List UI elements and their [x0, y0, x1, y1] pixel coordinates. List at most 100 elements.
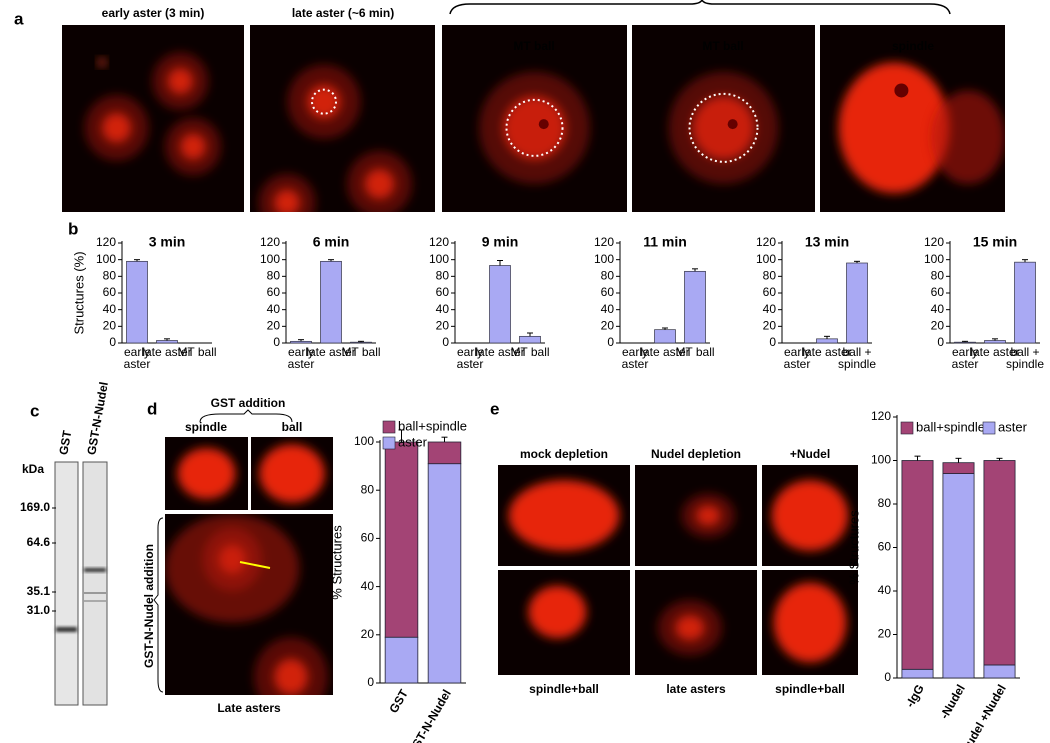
y-tick-label: 100 [924, 252, 944, 266]
y-tick-label: 120 [429, 235, 449, 249]
bar [519, 335, 541, 344]
y-tick-label: 20 [436, 319, 450, 333]
x-tick-label: late aster [475, 346, 525, 359]
blob [838, 62, 950, 194]
y-tick-label: 120 [871, 409, 891, 423]
x-tick-label-box: late aster [306, 346, 356, 359]
x-tick-label: ball + spindle [837, 346, 877, 371]
blob [931, 90, 1005, 184]
arrow [239, 561, 271, 569]
signal [528, 585, 587, 639]
x-tick-label: late aster [640, 346, 690, 359]
legend-label: ball+spindle [398, 418, 467, 433]
blob [773, 582, 847, 663]
marker: 169.0 [20, 500, 50, 514]
caption: spindle+ball [529, 682, 599, 696]
image-title: spindle [185, 420, 227, 434]
caption: spindle+ball [775, 682, 845, 696]
lane-label: GST-N-Nudel [84, 381, 111, 456]
lane-label: GST [56, 429, 74, 456]
y-axis-label: Structures (%) [71, 251, 86, 334]
bar-segment [983, 460, 1016, 666]
y-tick-label: 100 [429, 252, 449, 266]
bar-segment [942, 462, 975, 474]
x-tick-label: late aster [306, 346, 356, 359]
ring [505, 98, 564, 157]
blob [165, 514, 300, 623]
bar [684, 270, 706, 344]
signal [259, 444, 325, 503]
bar [1014, 261, 1036, 344]
y-tick-label: 40 [601, 302, 615, 316]
blob [258, 173, 316, 212]
group-label: GST addition [211, 396, 286, 410]
chart-title: 6 min [313, 234, 350, 250]
x-tick-label: MT ball [177, 346, 217, 359]
y-tick-label: 40 [361, 579, 375, 593]
y-tick-label: 60 [931, 285, 945, 299]
x-tick-label: early aster [783, 346, 811, 371]
x-tick-label-box: MT ball [177, 346, 217, 359]
x-tick-label-box: early aster [622, 346, 649, 370]
bar [489, 265, 511, 344]
signal [838, 62, 1005, 194]
blob [528, 585, 587, 639]
bracket [153, 517, 164, 693]
image-title: ball [282, 420, 303, 434]
x-tick-label-box: late aster [142, 346, 192, 359]
y-tick-label: 0 [607, 335, 614, 349]
y-tick-label: 80 [361, 482, 375, 496]
signal [84, 52, 222, 176]
y-tick-label: 0 [769, 335, 776, 349]
x-tick-label: late aster [142, 346, 192, 359]
signal [479, 71, 590, 184]
y-tick-label: 120 [756, 235, 776, 249]
chart-title: 3 min [149, 234, 186, 250]
y-tick-label: 0 [884, 670, 891, 684]
y-tick-label: 100 [871, 453, 891, 467]
y-tick-label: 60 [267, 285, 281, 299]
image-title: early aster (3 min) [102, 6, 205, 20]
panel-letter: a [14, 9, 24, 28]
signal [681, 493, 736, 538]
image-title: spindle [892, 39, 934, 53]
y-tick-label: 40 [436, 302, 450, 316]
micrographs [62, 25, 1005, 695]
x-tick-label: MT ball [341, 346, 381, 359]
x-tick-label-box: late aster [475, 346, 525, 359]
x-tick-label: GST [386, 687, 411, 716]
image-title: mock depletion [520, 447, 608, 461]
x-tick-label-box: MT ball [341, 346, 381, 359]
y-tick-label: 20 [103, 319, 117, 333]
bar-segment [384, 636, 419, 684]
x-tick-label-box: MT ball [510, 346, 549, 358]
x-tick-label-box: early aster [952, 346, 979, 370]
bar [320, 260, 342, 344]
blob [668, 71, 779, 184]
x-tick-label-box: early aster [288, 346, 315, 370]
bar-segment [384, 441, 419, 638]
bracket [199, 409, 293, 423]
marker: 31.0 [27, 603, 51, 617]
legend-swatch [900, 421, 914, 435]
blob [287, 64, 361, 139]
y-tick-label: 0 [937, 335, 944, 349]
bar [954, 341, 976, 344]
y-tick-label: 60 [878, 540, 892, 554]
chart-title: 9 min [482, 234, 519, 250]
y-tick-label: 20 [763, 319, 777, 333]
y-tick-label: 40 [267, 302, 281, 316]
blob [479, 71, 590, 184]
ring [688, 92, 759, 163]
y-tick-label: 0 [273, 335, 280, 349]
blob [254, 637, 328, 695]
y-tick-label: 40 [763, 302, 777, 316]
y-tick-label: 120 [96, 235, 116, 249]
signal [258, 64, 413, 212]
image-title: MT ball [513, 39, 554, 53]
gel [52, 461, 108, 706]
caption: late asters [666, 682, 726, 696]
signal [657, 600, 723, 656]
legend-swatch [982, 421, 996, 435]
